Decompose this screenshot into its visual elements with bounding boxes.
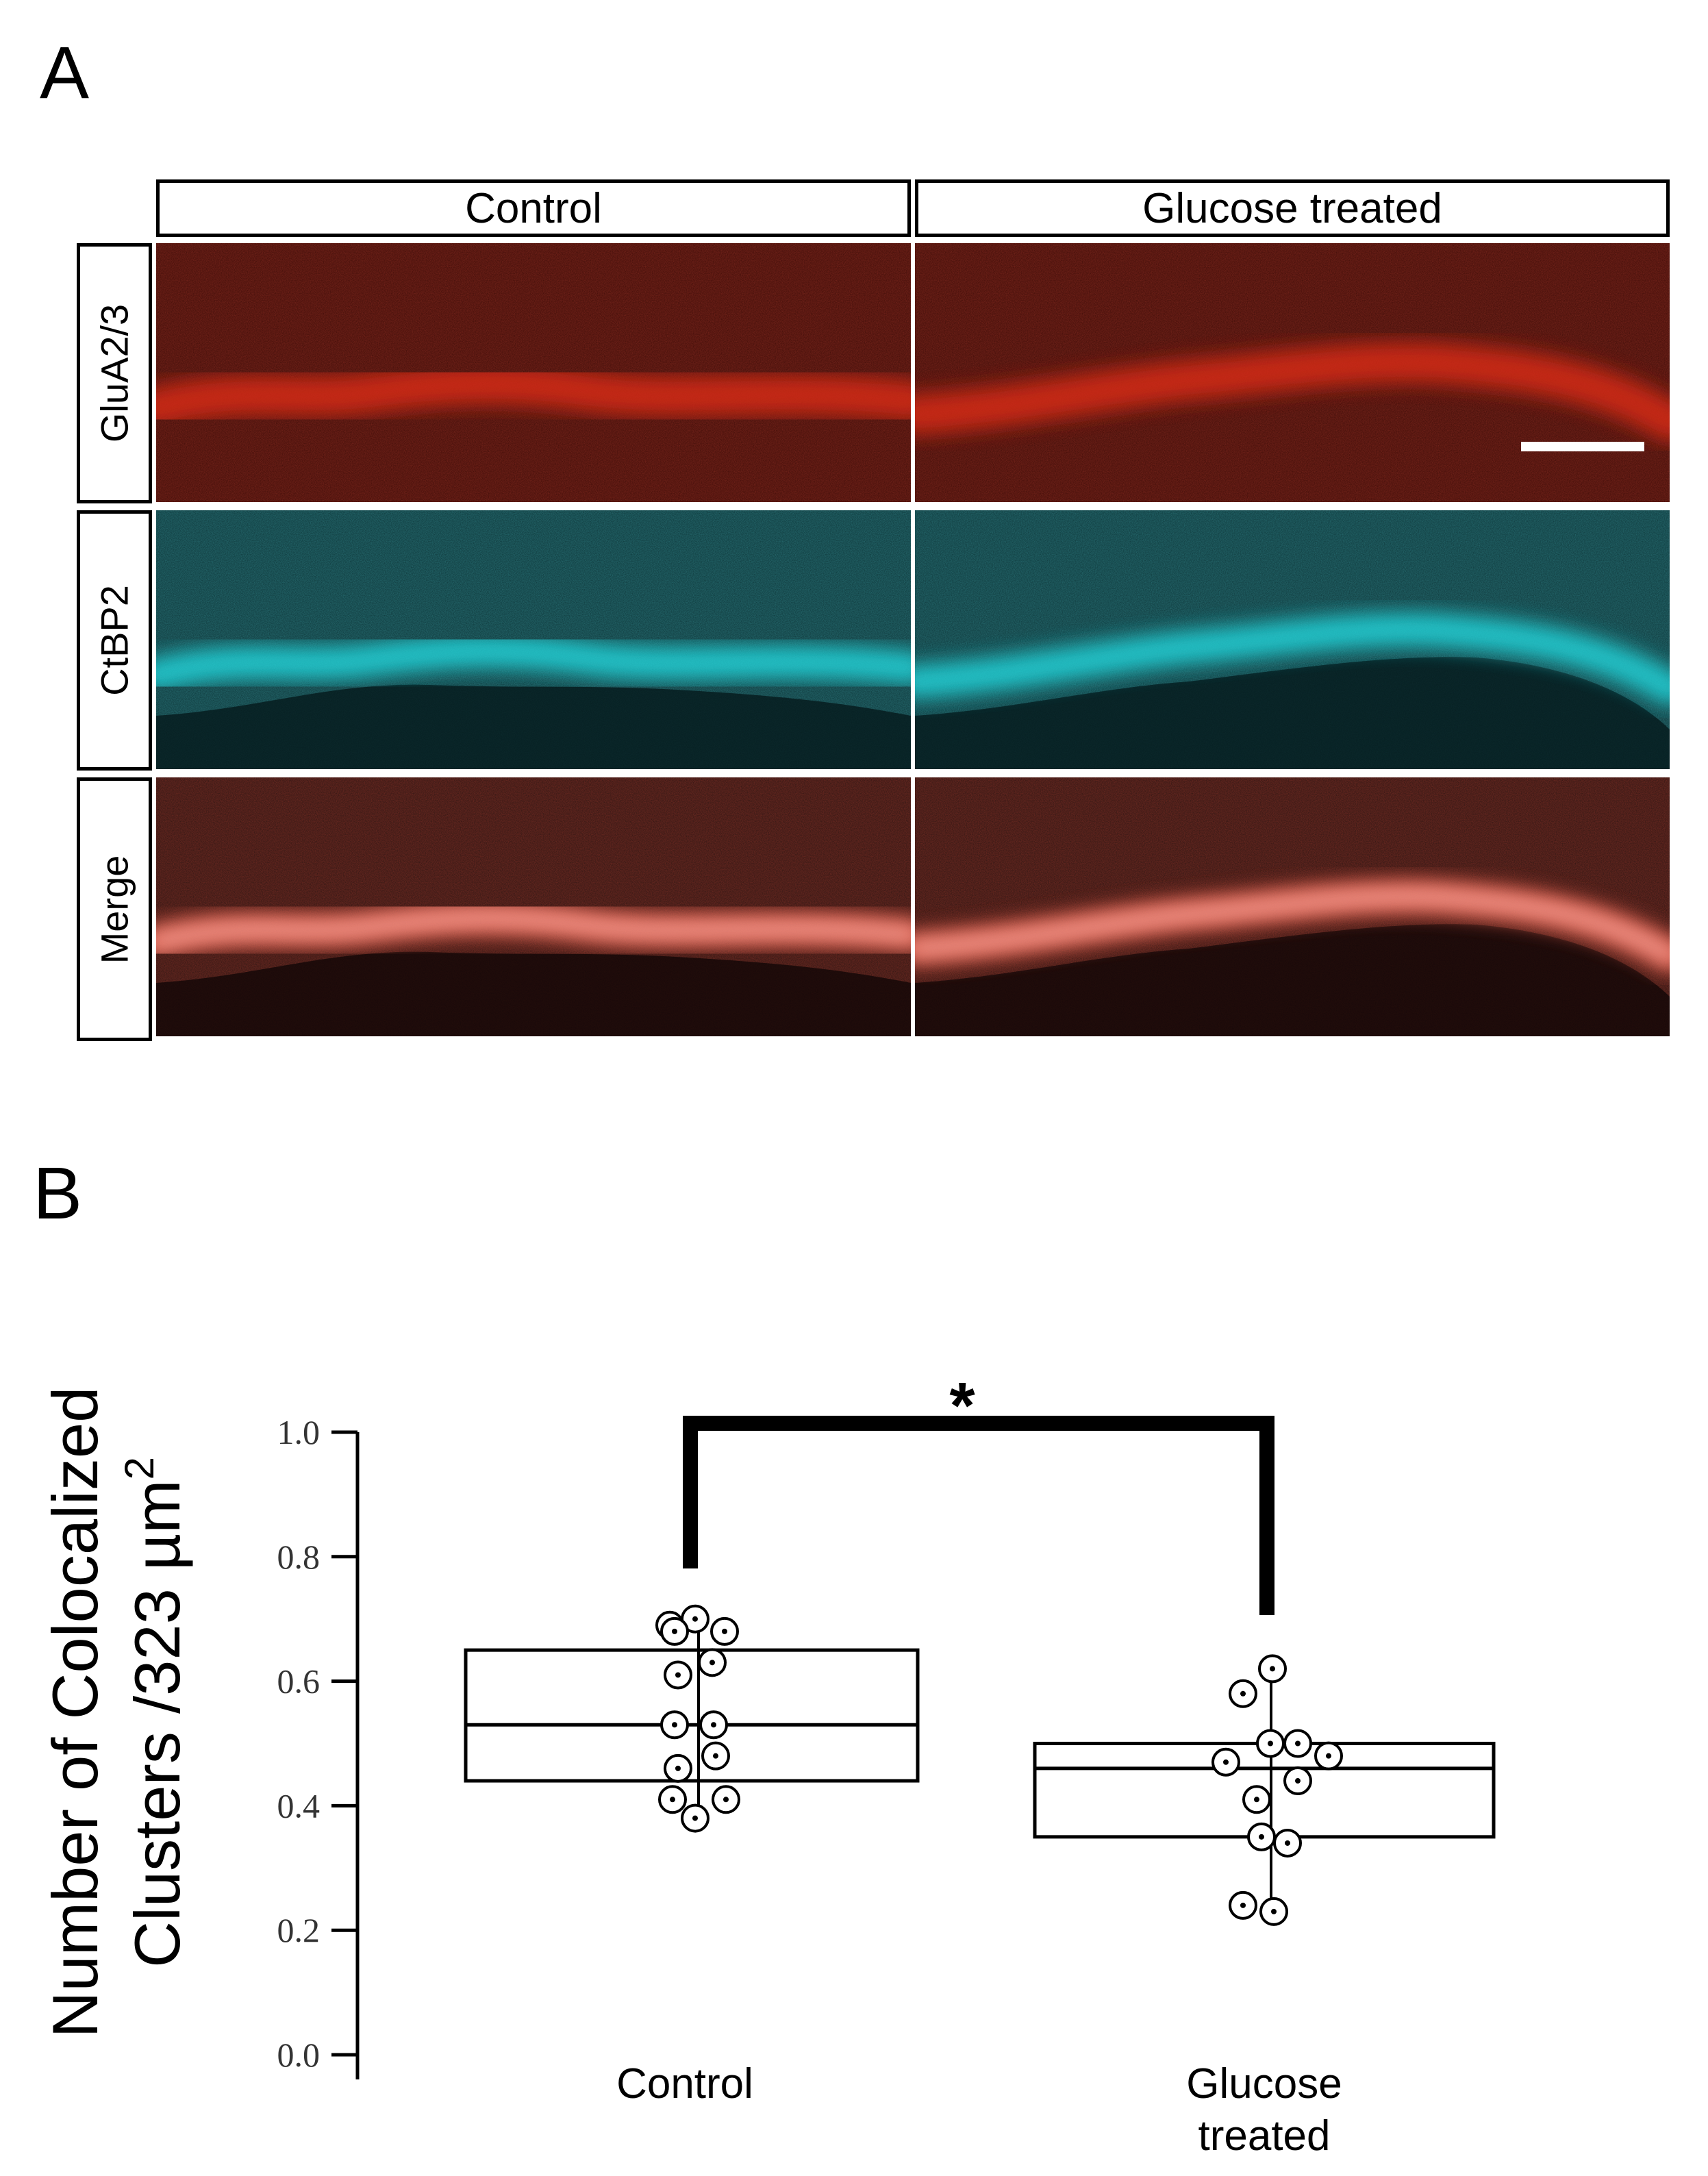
row-header-merge-label: Merge — [92, 855, 136, 964]
y-tick-label: 0.4 — [277, 1786, 321, 1825]
row-header-glua-label: GluA2/3 — [92, 303, 136, 443]
data-point-center — [1326, 1753, 1331, 1759]
column-header-control-label: Control — [465, 184, 602, 232]
significance-marker: * — [949, 1369, 975, 1442]
data-point-center — [672, 1628, 677, 1634]
data-point-center — [692, 1616, 698, 1622]
significance-bracket — [683, 1416, 1274, 1615]
y-tick-label: 0.0 — [277, 2036, 321, 2074]
data-point-center — [1295, 1778, 1301, 1784]
y-tick-label: 0.6 — [277, 1662, 321, 1701]
row-header-ctbp2: CtBP2 — [77, 510, 152, 771]
data-point-center — [1270, 1666, 1275, 1672]
column-header-glucose-label: Glucose treated — [1142, 184, 1442, 232]
data-point-center — [711, 1722, 716, 1728]
micrograph-merge-control — [156, 777, 911, 1036]
x-category-label: Control — [616, 2060, 753, 2108]
box-0 — [464, 1648, 920, 1783]
data-point-center — [692, 1815, 698, 1821]
column-header-control: Control — [156, 179, 911, 237]
micrograph-ctbp2-control — [156, 510, 911, 769]
data-point-center — [709, 1660, 715, 1666]
data-point-center — [723, 1797, 729, 1803]
micrograph-glua-control — [156, 243, 911, 502]
data-point-center — [1268, 1740, 1273, 1747]
data-point-center — [1240, 1902, 1246, 1908]
y-tick-label: 0.8 — [277, 1538, 321, 1576]
data-point-center — [1285, 1840, 1290, 1846]
micrograph-merge-glucose — [915, 777, 1670, 1036]
micrograph-glua-glucose — [915, 243, 1670, 502]
data-point-center — [1259, 1834, 1264, 1840]
y-axis-label-line2: Clusters /323 µm2 — [116, 1457, 193, 1968]
data-point-center — [722, 1628, 727, 1634]
micrograph-ctbp2-glucose — [915, 510, 1670, 769]
data-point-center — [713, 1753, 718, 1759]
column-header-glucose: Glucose treated — [915, 179, 1670, 237]
y-axis-label: Number of Colocalized Clusters /323 µm2 — [39, 1387, 193, 2038]
row-header-glua: GluA2/3 — [77, 243, 152, 503]
data-point-center — [675, 1672, 681, 1678]
data-point-center — [1223, 1759, 1229, 1765]
y-tick-label: 0.2 — [277, 1911, 321, 1949]
data-point-center — [1271, 1908, 1277, 1914]
data-point-center — [1254, 1797, 1259, 1803]
data-point-center — [1295, 1740, 1301, 1747]
panel-a-label: A — [40, 31, 90, 114]
y-tick-label: 1.0 — [277, 1413, 321, 1451]
row-header-merge: Merge — [77, 777, 152, 1041]
data-point-center — [672, 1722, 677, 1728]
data-point-center — [1240, 1690, 1246, 1697]
scale-bar — [1521, 442, 1644, 451]
data-point-center — [675, 1765, 681, 1771]
row-header-ctbp2-label: CtBP2 — [92, 585, 136, 696]
y-axis-label-line1: Number of Colocalized — [39, 1387, 111, 2038]
x-category-label: Glucose treated — [1186, 2060, 1342, 2160]
data-point-center — [670, 1797, 675, 1803]
panel-b-label: B — [33, 1151, 83, 1234]
